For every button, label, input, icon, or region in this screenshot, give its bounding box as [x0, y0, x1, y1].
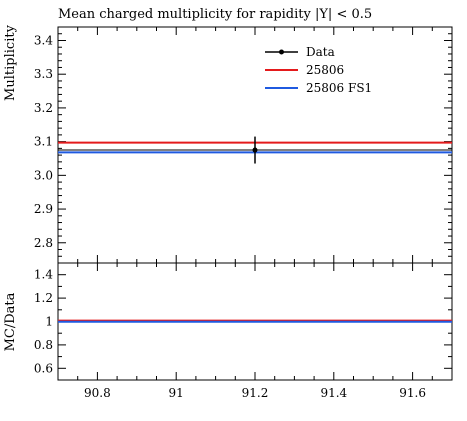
legend-marker — [279, 49, 284, 55]
y-tick-label: 2.9 — [34, 202, 53, 216]
legend-label: 25806 — [306, 63, 344, 77]
legend-label: 25806 FS1 — [306, 81, 372, 95]
x-tick-label: 91.4 — [320, 386, 347, 400]
main-series — [58, 136, 452, 164]
x-tick-label: 91.6 — [399, 386, 426, 400]
legend-label: Data — [306, 45, 335, 59]
y-tick-label: 3.3 — [34, 67, 53, 81]
x-tick-label: 90.8 — [84, 386, 111, 400]
y-tick-label: 3.2 — [34, 101, 53, 115]
data-point — [252, 147, 258, 153]
y-tick-label: 2.8 — [34, 236, 53, 250]
y-tick-label: 3.1 — [34, 135, 53, 149]
ratio-y-axis: 0.6 0.8 1 1.2 1.4 — [34, 262, 452, 381]
x-axis: 90.8 91 91.2 91.4 91.6 — [57, 263, 453, 400]
main-y-axis-label: Multiplicity — [3, 24, 18, 101]
x-tick-label: 91 — [169, 386, 184, 400]
y-tick-label: 1.4 — [34, 268, 53, 282]
y-tick-label: 0.6 — [34, 361, 53, 375]
ratio-y-axis-label: MC/Data — [3, 292, 18, 351]
chart-title: Mean charged multiplicity for rapidity |… — [58, 7, 372, 22]
x-tick-label: 91.2 — [242, 386, 269, 400]
y-tick-label: 3.0 — [34, 168, 53, 182]
y-tick-label: 1.2 — [34, 291, 53, 305]
y-tick-label: 1 — [45, 315, 53, 329]
y-tick-label: 3.4 — [34, 33, 53, 47]
ratio-series — [58, 319, 452, 323]
y-tick-label: 0.8 — [34, 338, 53, 352]
main-y-axis: 2.8 2.9 3.0 3.1 3.2 3.3 3.4 — [34, 26, 452, 264]
main-plot-panel: 2.8 2.9 3.0 3.1 3.2 3.3 3.4 Multiplicity — [3, 24, 453, 264]
main-x-ticks — [57, 27, 453, 263]
legend: Data 25806 25806 FS1 — [265, 45, 372, 95]
ratio-plot-panel: 0.6 0.8 1 1.2 1.4 90.8 91 91.2 91.4 91.6 MC/Data — [3, 262, 453, 400]
